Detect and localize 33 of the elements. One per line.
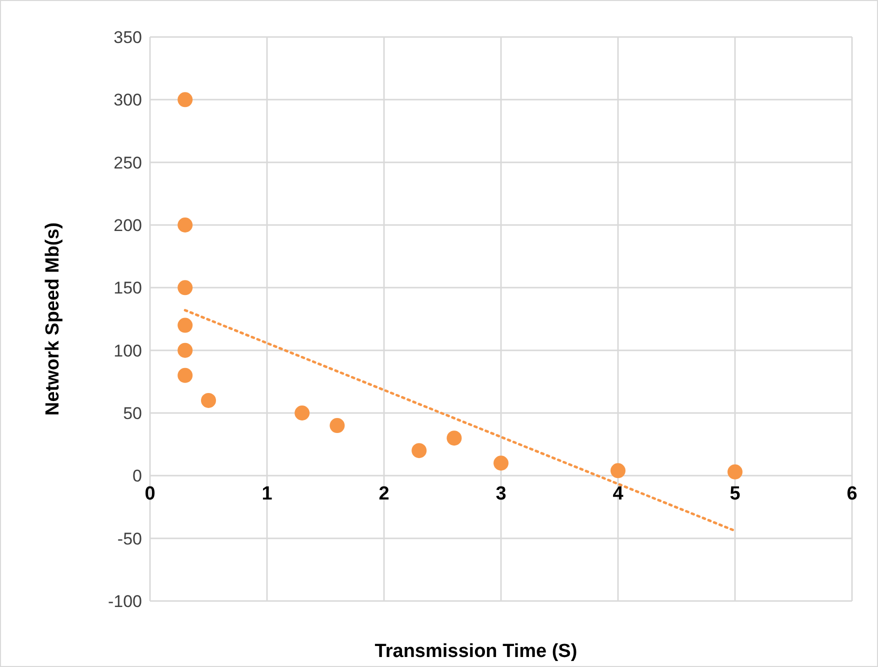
x-axis-title: Transmission Time (S) xyxy=(374,641,578,662)
x-tick-label: 0 xyxy=(144,484,156,505)
point xyxy=(178,218,193,232)
y-tick-label: 350 xyxy=(114,28,142,48)
x-tick-label: 1 xyxy=(262,484,273,505)
x-tick-label: 3 xyxy=(496,484,506,505)
y-tick-label: 200 xyxy=(114,216,142,236)
point xyxy=(178,280,193,296)
x-tick-label: 2 xyxy=(378,484,390,505)
point xyxy=(494,456,508,471)
y-axis-title: Network Speed Mb(s) xyxy=(42,222,64,416)
point xyxy=(178,342,193,358)
x-tick-label: 4 xyxy=(612,484,624,505)
x-tick-label: 5 xyxy=(730,484,741,505)
y-tick-label: -100 xyxy=(108,592,142,612)
y-tick-label: 0 xyxy=(132,466,142,486)
point xyxy=(446,430,462,446)
y-tick-label: 250 xyxy=(114,153,142,172)
point xyxy=(412,443,427,458)
point xyxy=(294,406,310,420)
point xyxy=(201,392,216,408)
x-tick-label: 6 xyxy=(846,484,858,505)
y-tick-label: -50 xyxy=(117,529,142,548)
point xyxy=(610,463,626,478)
y-tick-label: 100 xyxy=(114,341,142,360)
point xyxy=(178,318,193,333)
point xyxy=(728,464,742,480)
point xyxy=(178,92,193,108)
y-tick-label: 300 xyxy=(114,90,142,110)
point xyxy=(178,368,193,383)
point xyxy=(330,418,345,434)
y-tick-label: 150 xyxy=(114,278,142,298)
y-tick-label: 50 xyxy=(123,404,142,424)
